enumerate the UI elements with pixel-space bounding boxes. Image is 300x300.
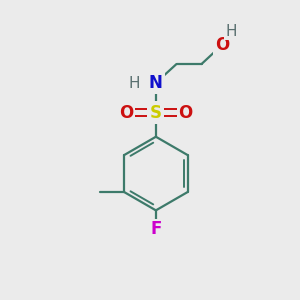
Text: H: H — [128, 76, 140, 91]
Text: S: S — [150, 103, 162, 122]
Text: N: N — [149, 74, 163, 92]
Text: O: O — [178, 103, 193, 122]
Text: O: O — [215, 36, 229, 54]
Text: O: O — [119, 103, 134, 122]
Text: H: H — [225, 24, 237, 39]
Text: F: F — [150, 220, 162, 238]
